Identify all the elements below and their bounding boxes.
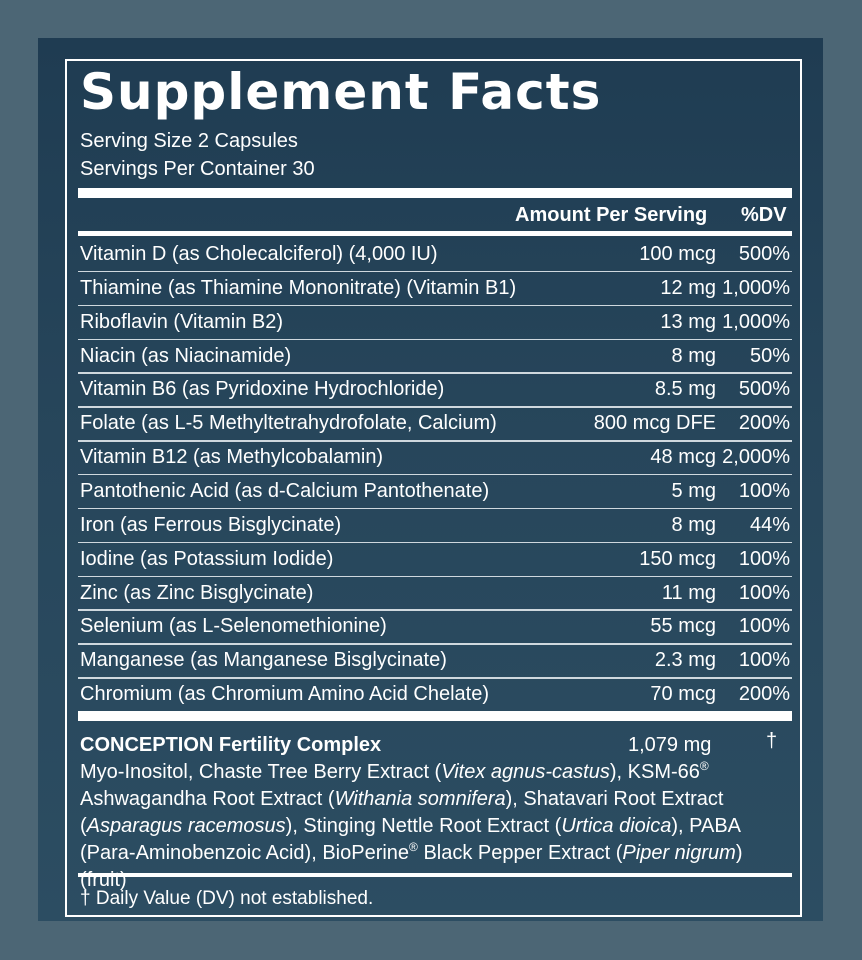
nutrient-row: Iron (as Ferrous Bisglycinate) 8 mg 44%: [80, 509, 790, 542]
nutrient-row: Iodine (as Potassium Iodide) 150 mcg 100%: [80, 543, 790, 576]
nutrient-dv: 100%: [738, 479, 790, 502]
nutrient-name: Chromium (as Chromium Amino Acid Chelate…: [80, 683, 490, 706]
nutrient-amount: 100 mcg: [639, 243, 716, 265]
nutrient-row: Zinc (as Zinc Bisglycinate) 11 mg 100%: [80, 577, 790, 610]
nutrient-name: Thiamine (as Thiamine Mononitrate) (Vita…: [80, 276, 517, 299]
footnote: † Daily Value (DV) not established.: [80, 888, 374, 909]
nutrient-name: Iron (as Ferrous Bisglycinate): [80, 513, 342, 536]
nutrient-row: Vitamin D (as Cholecalciferol) (4,000 IU…: [80, 238, 790, 271]
complex-amount: 1,079 mg: [628, 734, 712, 756]
label-title: Supplement Facts: [80, 63, 602, 121]
nutrient-name: Zinc (as Zinc Bisglycinate): [80, 581, 314, 604]
nutrient-amount: 2.3 mg: [654, 649, 716, 672]
nutrient-dv: 100%: [738, 581, 790, 604]
nutrient-name: Pantothenic Acid (as d-Calcium Pantothen…: [80, 479, 490, 502]
nutrient-dv: 50%: [749, 344, 790, 367]
row-divider: [78, 304, 792, 307]
row-divider: [78, 406, 792, 408]
nutrient-dv: 500%: [738, 378, 790, 401]
row-divider: [78, 575, 792, 577]
nutrient-amount: 800 mcg DFE: [593, 412, 716, 435]
complex-ingredients: Myo-Inositol, Chaste Tree Berry Extract …: [80, 759, 743, 891]
nutrient-name: Folate (as L-5 Methyltetrahydrofolate, C…: [80, 412, 497, 435]
nutrient-name: Vitamin B6 (as Pyridoxine Hydrochloride): [80, 378, 445, 401]
thick-divider-top: [78, 188, 792, 198]
nutrient-dv: 1,000%: [722, 276, 790, 299]
footnote-divider: [78, 873, 792, 877]
thick-divider-bottom: [78, 711, 792, 721]
row-divider: [78, 609, 792, 611]
nutrient-row: Thiamine (as Thiamine Mononitrate) (Vita…: [80, 272, 790, 305]
nutrient-amount: 11 mg: [661, 581, 716, 604]
nutrient-name: Manganese (as Manganese Bisglycinate): [80, 649, 447, 672]
row-divider: [78, 643, 792, 645]
nutrient-row: Vitamin B12 (as Methylcobalamin) 48 mcg 2,…: [80, 441, 790, 474]
nutrient-dv: 44%: [749, 513, 790, 536]
nutrient-dv: 1,000%: [722, 310, 790, 333]
nutrient-amount: 48 mcg: [650, 446, 716, 469]
nutrient-amount: 12 mg: [660, 276, 716, 299]
row-divider: [78, 677, 792, 679]
row-divider: [78, 440, 792, 442]
nutrient-dv: 200%: [738, 412, 790, 435]
nutrient-amount: 8 mg: [671, 513, 716, 536]
servings-per-container: Servings Per Container 30: [80, 158, 315, 180]
row-divider: [78, 507, 792, 510]
nutrient-row: Folate (as L-5 Methyltetrahydrofolate, C…: [80, 407, 790, 440]
nutrient-row: Chromium (as Chromium Amino Acid Chelate…: [80, 678, 790, 711]
serving-size: Serving Size 2 Capsules: [80, 130, 298, 152]
row-divider: [78, 541, 792, 544]
nutrient-name: Niacin (as Niacinamide): [80, 344, 292, 367]
nutrient-row: Vitamin B6 (as Pyridoxine Hydrochloride)…: [80, 373, 790, 406]
nutrient-name: Vitamin D (as Cholecalciferol) (4,000 IU…: [80, 243, 438, 265]
nutrient-name: Vitamin B12 (as Methylcobalamin): [80, 446, 384, 469]
nutrient-amount: 5 mg: [671, 479, 716, 502]
amount-column-header: Amount Per Serving: [515, 204, 708, 226]
nutrient-name: Iodine (as Potassium Iodide): [80, 547, 334, 570]
nutrient-name: Selenium (as L-Selenomethionine): [80, 615, 387, 638]
nutrient-amount: 70 mcg: [650, 683, 716, 706]
row-divider: [78, 473, 792, 476]
nutrient-dv: 100%: [738, 547, 790, 570]
nutrient-dv: 200%: [738, 683, 790, 706]
nutrient-dv: 100%: [738, 649, 790, 672]
nutrient-dv: 500%: [738, 243, 790, 265]
row-divider: [78, 372, 792, 374]
nutrient-dv: 2,000%: [722, 446, 790, 469]
nutrient-dv: 100%: [738, 615, 790, 638]
label-panel: [38, 38, 823, 921]
nutrient-row: Manganese (as Manganese Bisglycinate) 2.3…: [80, 644, 790, 677]
nutrient-amount: 8 mg: [671, 344, 716, 367]
nutrient-amount: 55 mcg: [650, 615, 716, 638]
header-divider: [78, 231, 792, 236]
nutrient-row: Riboflavin (Vitamin B2) 13 mg 1,000%: [80, 306, 790, 339]
nutrient-name: Riboflavin (Vitamin B2): [80, 310, 284, 333]
complex-name: CONCEPTION Fertility Complex: [80, 734, 382, 756]
nutrient-row: Pantothenic Acid (as d-Calcium Pantothen…: [80, 475, 790, 508]
nutrient-row: Niacin (as Niacinamide) 8 mg 50%: [80, 340, 790, 373]
complex-dv-dagger: †: [766, 730, 778, 752]
row-divider: [78, 338, 792, 341]
nutrient-amount: 13 mg: [660, 310, 716, 333]
nutrient-row: Selenium (as L-Selenomethionine) 55 mcg 10…: [80, 610, 790, 643]
row-divider: [78, 270, 792, 273]
dv-column-header: %DV: [741, 204, 787, 226]
nutrient-amount: 8.5 mg: [654, 378, 716, 401]
nutrient-amount: 150 mcg: [639, 547, 716, 570]
label-frame: [65, 59, 802, 917]
